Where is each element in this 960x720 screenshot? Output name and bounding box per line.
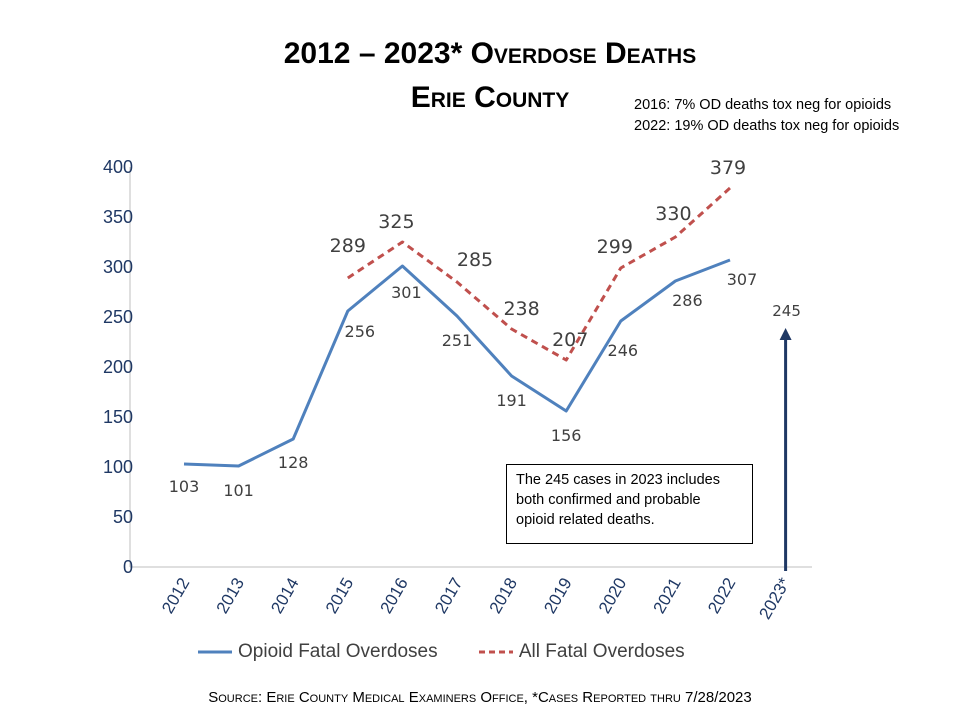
x-tick-label: 2021: [649, 575, 684, 617]
series-line-opioid: [183, 258, 731, 468]
callout-box: The 245 cases in 2023 includes both conf…: [506, 464, 753, 544]
data-label-opioid: 256: [345, 322, 376, 341]
data-label-opioid: 251: [442, 331, 473, 350]
legend: Opioid Fatal Overdoses All Fatal Overdos…: [198, 641, 721, 663]
y-tick-label: 0: [123, 557, 133, 577]
data-label-opioid: 128: [278, 453, 309, 472]
data-label-opioid: 103: [169, 477, 200, 496]
x-tick-label: 2012: [158, 575, 193, 617]
x-tick-label: 2013: [213, 575, 248, 617]
data-label-all: 285: [457, 249, 493, 271]
data-label-all: 330: [655, 203, 691, 225]
arrow-2023-head: [779, 328, 792, 340]
note-2016: 2016: 7% OD deaths tox neg for opioids: [634, 97, 892, 113]
x-tick-label: 2017: [431, 575, 466, 617]
x-tick-label: 2016: [376, 575, 411, 617]
data-label-all: 289: [330, 235, 366, 257]
x-tick-label: 2014: [267, 575, 302, 617]
data-label-opioid: 101: [223, 481, 254, 500]
data-label-all: 325: [378, 211, 414, 233]
x-tick-label: 2020: [595, 575, 630, 617]
data-label-all: 207: [552, 329, 588, 351]
data-label-opioid: 301: [391, 283, 422, 302]
y-tick-label: 400: [103, 157, 133, 177]
y-tick-label: 350: [103, 207, 133, 227]
x-tick-label: 2015: [322, 575, 357, 617]
data-label-opioid: 156: [551, 426, 582, 445]
data-label-all: 238: [503, 298, 539, 320]
y-tick-label: 300: [103, 257, 133, 277]
chart-title-line1: 2012 – 2023* Overdose Deaths: [283, 37, 697, 70]
data-label-opioid: 246: [608, 341, 639, 360]
legend-swatch-opioid: [198, 650, 232, 654]
series-line-all: [346, 186, 732, 362]
y-tick-label: 150: [103, 407, 133, 427]
data-label-2023: 245: [772, 302, 801, 320]
legend-item-opioid: Opioid Fatal Overdoses: [198, 641, 438, 663]
y-tick-label: 100: [103, 457, 133, 477]
legend-swatch-all: [478, 650, 513, 654]
note-2022: 2022: 19% OD deaths tox neg for opioids: [634, 118, 900, 134]
notes: 2016: 7% OD deaths tox neg for opioids 2…: [634, 95, 899, 137]
x-tick-label: 2018: [486, 575, 521, 617]
x-tick-label: 2023*: [755, 574, 794, 622]
x-tick-label: 2022: [704, 575, 739, 617]
source-note: Source: Erie County Medical Examiners Of…: [208, 689, 752, 706]
legend-label-all: All Fatal Overdoses: [518, 641, 685, 662]
y-tick-label: 250: [103, 307, 133, 327]
y-tick-label: 200: [103, 357, 133, 377]
data-label-opioid: 286: [672, 291, 703, 310]
x-tick-label: 2019: [540, 575, 575, 617]
data-label-all: 299: [597, 236, 633, 258]
chart-title: 2012 – 2023* Overdose Deaths Erie County: [0, 32, 960, 120]
y-tick-label: 50: [113, 507, 133, 527]
legend-item-all: All Fatal Overdoses: [478, 641, 685, 663]
chart-title-line2: Erie County: [410, 81, 570, 114]
data-label-opioid: 191: [496, 391, 527, 410]
data-label-all: 379: [710, 157, 746, 179]
legend-label-opioid: Opioid Fatal Overdoses: [238, 641, 438, 662]
data-label-opioid: 307: [727, 270, 758, 289]
